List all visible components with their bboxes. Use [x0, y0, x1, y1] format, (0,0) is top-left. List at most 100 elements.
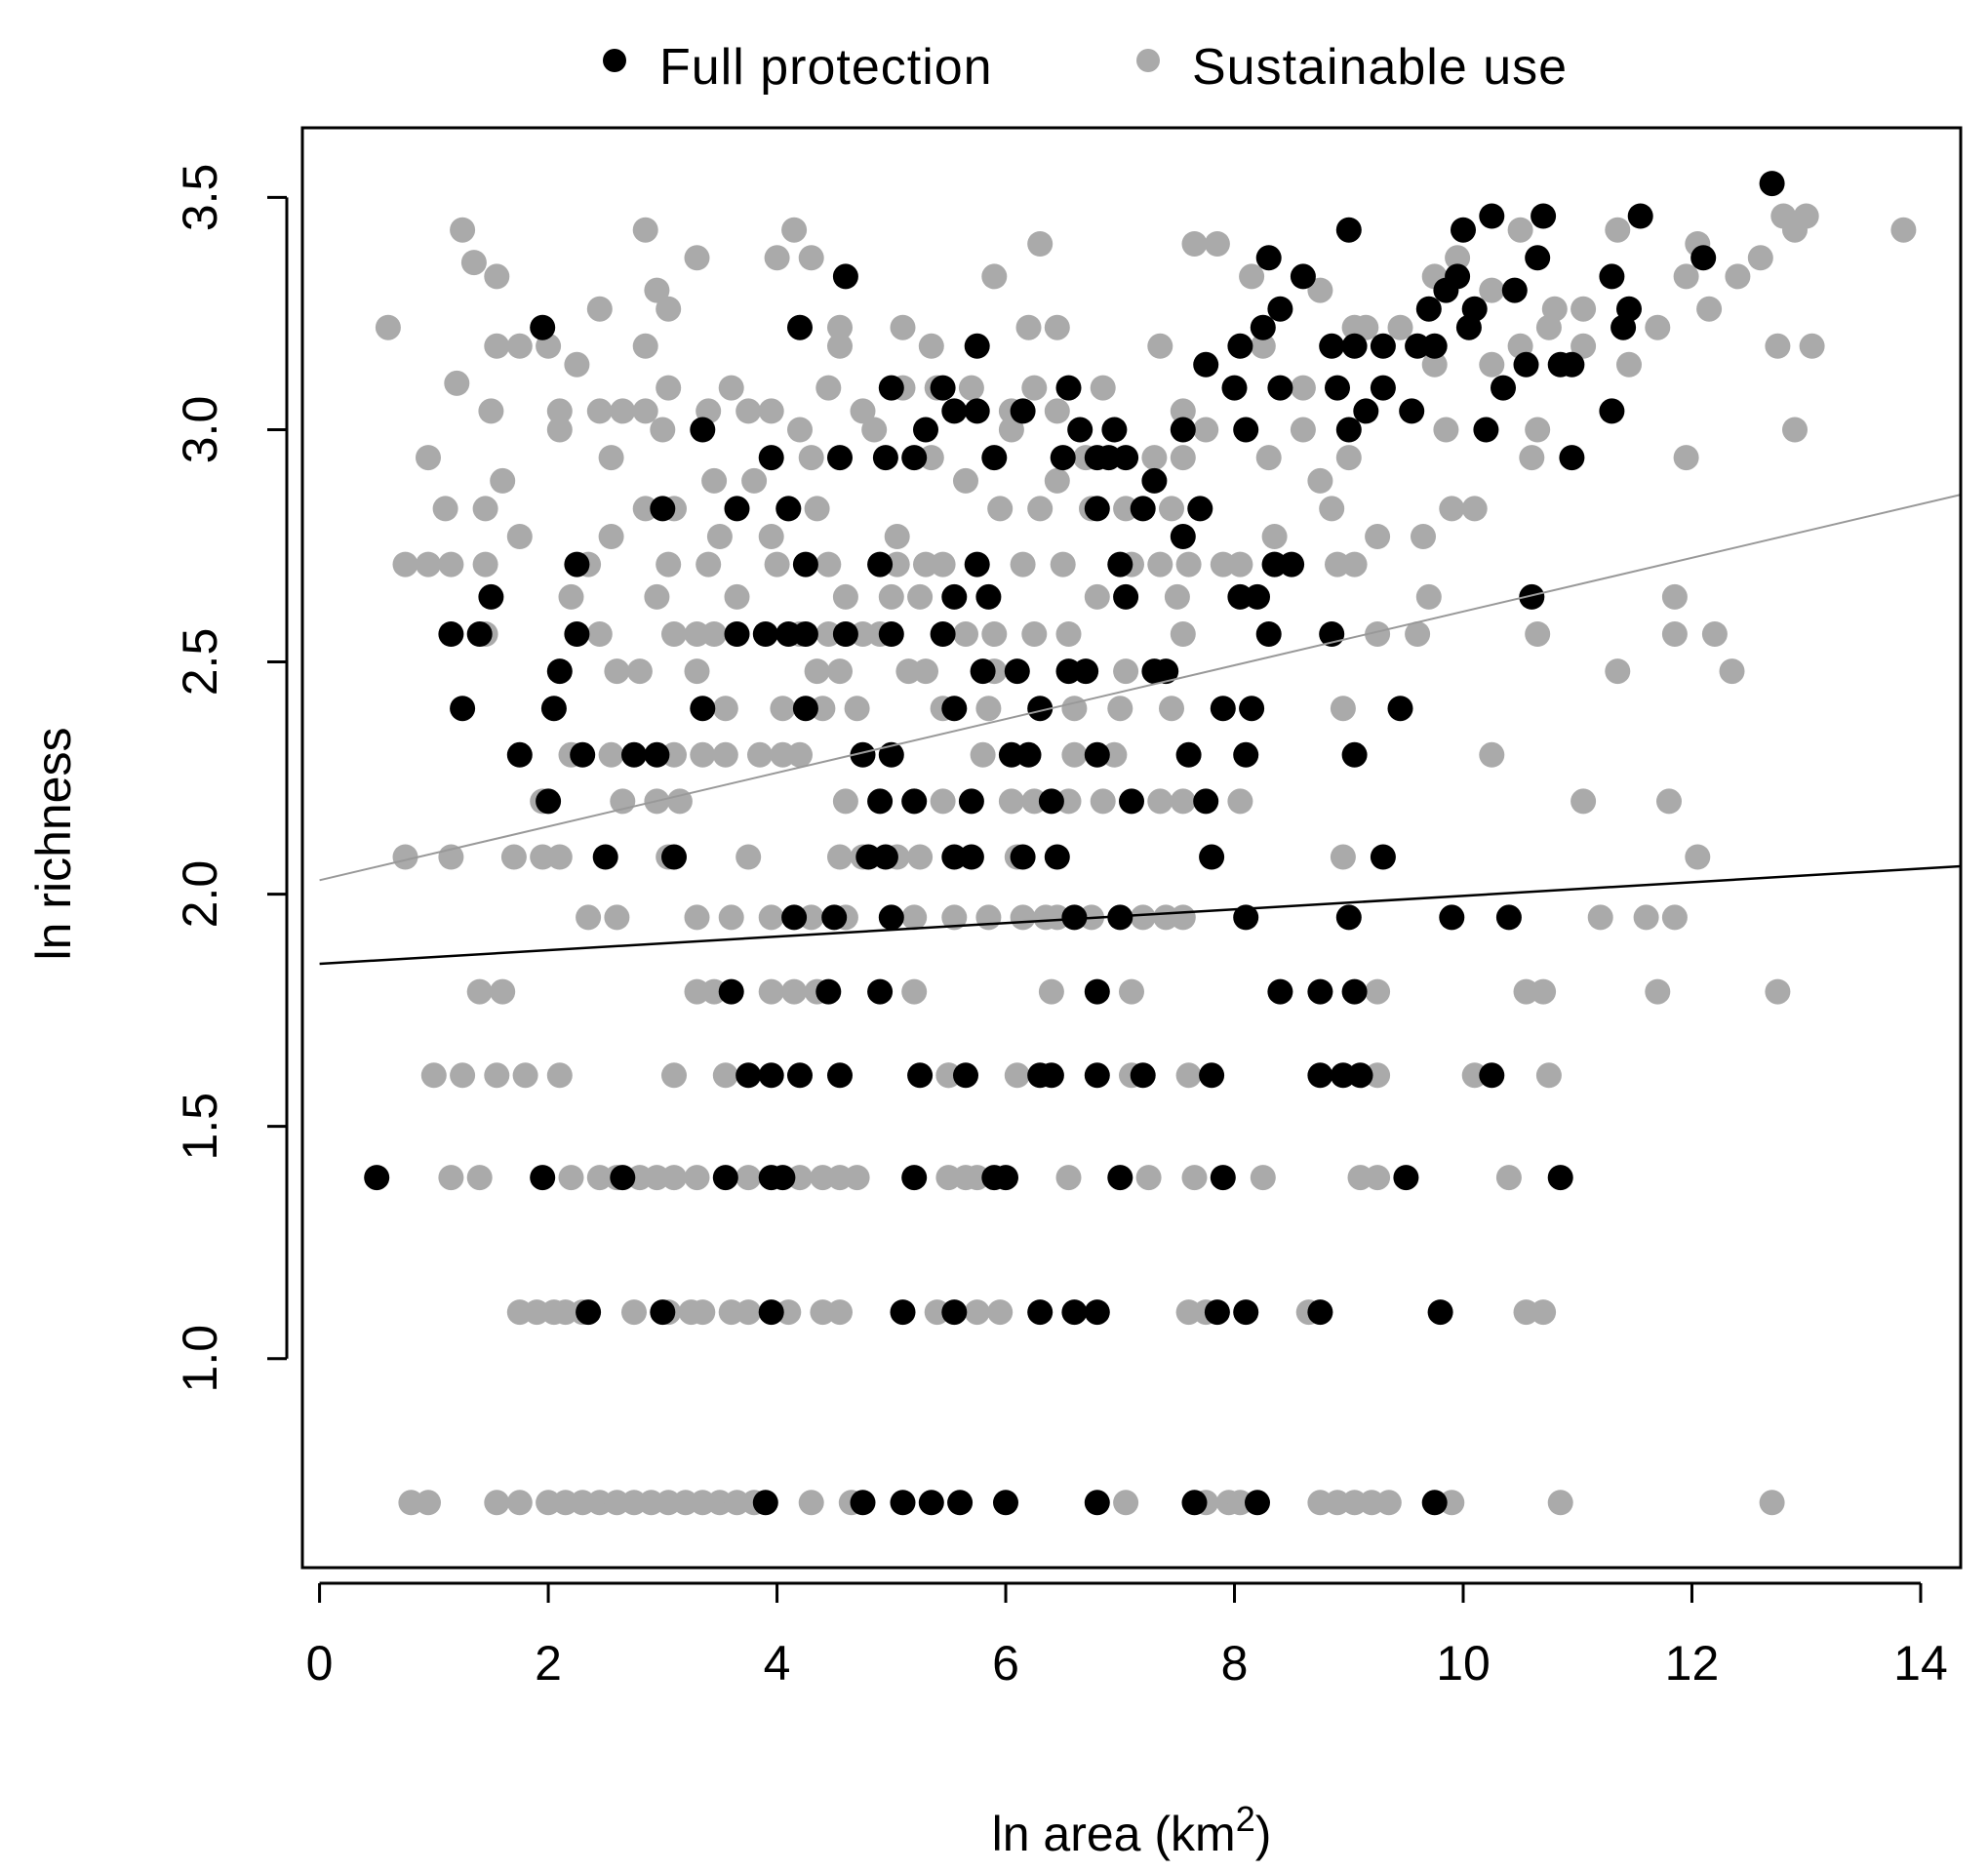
point-sustainable-use	[1645, 978, 1671, 1005]
point-full-protection	[1061, 1299, 1088, 1326]
point-full-protection	[1084, 1490, 1110, 1516]
point-full-protection	[690, 417, 716, 443]
point-sustainable-use	[490, 467, 516, 494]
point-full-protection	[1393, 1165, 1419, 1191]
y-axis: 1.0 1.5 2.0 2.5 3.0 3.5	[173, 164, 289, 1392]
point-sustainable-use	[1193, 417, 1219, 443]
point-sustainable-use	[1890, 217, 1917, 243]
point-full-protection	[1370, 375, 1396, 401]
legend-marker-sustainable-use	[1136, 49, 1160, 72]
point-full-protection	[1245, 583, 1270, 610]
point-full-protection	[1170, 524, 1196, 549]
point-full-protection	[941, 1299, 968, 1326]
point-sustainable-use	[1307, 277, 1333, 303]
point-sustainable-use	[1656, 788, 1682, 815]
point-full-protection	[530, 1165, 556, 1191]
point-full-protection	[1479, 203, 1505, 229]
point-full-protection	[1010, 844, 1036, 870]
point-sustainable-use	[472, 496, 498, 522]
point-sustainable-use	[1130, 904, 1156, 931]
point-full-protection	[1307, 1299, 1333, 1326]
point-full-protection	[1335, 217, 1362, 243]
point-sustainable-use	[558, 583, 584, 610]
point-full-protection	[466, 621, 493, 647]
point-sustainable-use	[1250, 1165, 1276, 1191]
point-sustainable-use	[1015, 314, 1042, 340]
point-full-protection	[758, 1299, 784, 1326]
point-full-protection	[1519, 583, 1545, 610]
point-sustainable-use	[1633, 904, 1659, 931]
point-sustainable-use	[1027, 231, 1054, 257]
point-full-protection	[1319, 333, 1345, 359]
point-full-protection	[1004, 658, 1030, 685]
plot-frame	[300, 126, 1963, 1570]
point-sustainable-use	[1461, 496, 1488, 522]
point-sustainable-use	[586, 296, 613, 322]
point-full-protection	[478, 583, 504, 610]
point-sustainable-use	[564, 351, 590, 378]
point-sustainable-use	[1341, 551, 1368, 578]
point-sustainable-use	[1793, 203, 1819, 229]
point-full-protection	[1610, 314, 1637, 340]
point-full-protection	[1250, 314, 1276, 340]
point-full-protection	[650, 496, 676, 522]
y-tick-label: 2.5	[173, 628, 227, 697]
point-full-protection	[901, 1165, 928, 1191]
point-full-protection	[1170, 417, 1196, 443]
point-full-protection	[1119, 788, 1144, 815]
point-full-protection	[540, 696, 567, 722]
point-sustainable-use	[1147, 551, 1173, 578]
point-sustainable-use	[787, 417, 813, 443]
point-full-protection	[821, 904, 848, 931]
point-full-protection	[1307, 978, 1333, 1005]
point-full-protection	[792, 696, 818, 722]
point-full-protection	[1255, 245, 1282, 271]
fit-line-sustainable-use	[319, 494, 1962, 882]
point-sustainable-use	[1587, 904, 1613, 931]
point-sustainable-use	[1170, 398, 1196, 424]
point-sustainable-use	[718, 375, 744, 401]
point-sustainable-use	[478, 398, 504, 424]
point-sustainable-use	[392, 551, 418, 578]
point-sustainable-use	[1719, 658, 1745, 685]
point-full-protection	[1307, 1062, 1333, 1089]
point-full-protection	[867, 978, 894, 1005]
point-sustainable-use	[690, 741, 716, 768]
point-full-protection	[1084, 1299, 1110, 1326]
point-sustainable-use	[981, 621, 1008, 647]
point-sustainable-use	[1204, 231, 1230, 257]
point-sustainable-use	[861, 417, 888, 443]
point-full-protection	[930, 375, 956, 401]
point-sustainable-use	[506, 333, 533, 359]
point-full-protection	[1547, 1165, 1573, 1191]
fit-lines	[319, 494, 1962, 966]
point-sustainable-use	[460, 250, 487, 276]
point-full-protection	[1627, 203, 1653, 229]
point-full-protection	[872, 844, 898, 870]
point-sustainable-use	[416, 445, 441, 471]
point-full-protection	[878, 375, 904, 401]
point-full-protection	[792, 621, 818, 647]
point-sustainable-use	[466, 1165, 493, 1191]
point-sustainable-use	[650, 417, 676, 443]
point-full-protection	[1107, 551, 1133, 578]
point-sustainable-use	[1170, 621, 1196, 647]
point-sustainable-use	[712, 741, 738, 768]
legend-label-sustainable-use: Sustainable use	[1192, 39, 1568, 96]
point-full-protection	[781, 904, 808, 931]
point-sustainable-use	[930, 551, 956, 578]
point-sustainable-use	[632, 398, 658, 424]
point-sustainable-use	[604, 658, 630, 685]
point-sustainable-use	[770, 696, 796, 722]
point-full-protection	[1130, 1062, 1156, 1089]
point-sustainable-use	[1010, 551, 1036, 578]
point-sustainable-use	[781, 978, 808, 1005]
point-sustainable-use	[484, 263, 510, 290]
point-full-protection	[1267, 375, 1293, 401]
point-sustainable-use	[1519, 445, 1545, 471]
point-full-protection	[644, 741, 670, 768]
point-full-protection	[712, 1165, 738, 1191]
point-full-protection	[827, 1062, 853, 1089]
point-sustainable-use	[918, 333, 944, 359]
point-sustainable-use	[1021, 375, 1048, 401]
